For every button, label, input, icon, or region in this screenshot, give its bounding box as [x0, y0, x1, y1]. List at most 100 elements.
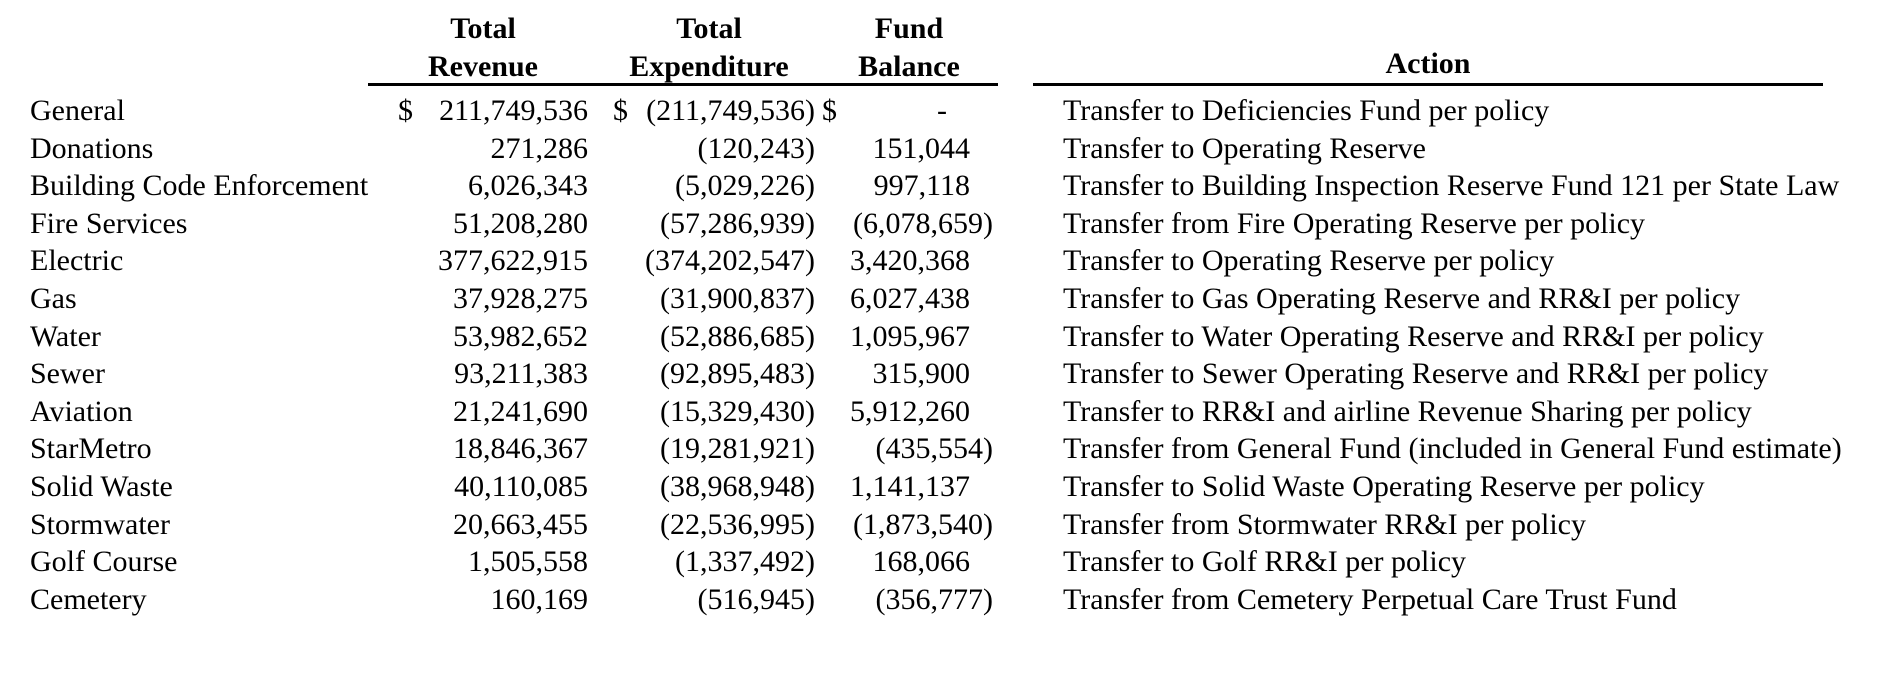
revenue-value: 6,026,343 [468, 169, 588, 203]
expenditure-value: (52,886,685) [660, 319, 815, 353]
balance-value: 6,027,438 [850, 281, 970, 315]
currency-symbol: $ [398, 94, 413, 127]
col-header-line: Revenue [428, 50, 538, 83]
fund-name-cell: Stormwater [30, 507, 170, 541]
balance-value: 168,066 [872, 545, 971, 579]
balance-value: 5,912,260 [850, 394, 970, 428]
col-header-line: Total [676, 12, 742, 45]
action-cell: Transfer from General Fund (included in … [1063, 432, 1842, 466]
fund-balance-cell: (356,777) [820, 581, 998, 619]
fund-name-cell: Building Code Enforcement [30, 169, 369, 203]
column-gap [998, 167, 1033, 205]
fund-name-cell: Electric [30, 244, 124, 278]
numeric-columns-header-group: Total Revenue Total Expenditure Fund Bal… [368, 10, 998, 86]
total-revenue-cell: 37,928,275 [368, 280, 598, 318]
table-row: Water 53,982,652 (52,886,685) 1,095,967 … [30, 318, 1891, 356]
total-expenditure-cell: (38,968,948) [598, 468, 820, 506]
column-gap [998, 242, 1033, 280]
total-expenditure-cell: (22,536,995) [598, 506, 820, 544]
table-row: Donations 271,286 (120,243) 151,044 Tran… [30, 130, 1891, 168]
col-header-line: Total [450, 12, 516, 45]
table-row: Gas 37,928,275 (31,900,837) 6,027,438 Tr… [30, 280, 1891, 318]
col-header-total-expenditure: Total Expenditure [598, 10, 820, 83]
total-revenue-cell: 93,211,383 [368, 355, 598, 393]
fund-balance-cell: (6,078,659) [820, 205, 998, 243]
column-gap [998, 355, 1033, 393]
currency-symbol: $ [822, 94, 837, 127]
fund-balance-cell: 3,420,368 [820, 242, 998, 280]
total-expenditure-cell: (5,029,226) [598, 167, 820, 205]
col-header-line: Expenditure [629, 50, 789, 83]
total-expenditure-cell: $ (211,749,536) [598, 92, 820, 130]
table-header: Total Revenue Total Expenditure Fund Bal… [30, 0, 1891, 86]
balance-value: - [937, 94, 947, 127]
table-row: Golf Course 1,505,558 (1,337,492) 168,06… [30, 543, 1891, 581]
column-gap [998, 506, 1033, 544]
table-row: StarMetro 18,846,367 (19,281,921) (435,5… [30, 430, 1891, 468]
fund-name-cell: Sewer [30, 357, 105, 391]
fund-name-cell: Water [30, 319, 101, 353]
expenditure-value: (19,281,921) [660, 432, 815, 466]
action-cell: Transfer to Solid Waste Operating Reserv… [1063, 469, 1705, 503]
balance-value: 1,095,967 [850, 319, 970, 353]
fund-balance-cell: 168,066 [820, 543, 998, 581]
table-row: Building Code Enforcement 6,026,343 (5,0… [30, 167, 1891, 205]
col-header-line: Fund [874, 12, 944, 45]
action-cell: Transfer from Stormwater RR&I per policy [1063, 507, 1586, 541]
fund-balance-cell: 5,912,260 [820, 393, 998, 431]
fund-name-cell: Aviation [30, 394, 133, 428]
balance-value: (435,554) [875, 432, 993, 466]
total-expenditure-cell: (1,337,492) [598, 543, 820, 581]
table-row: General $211,749,536 $ (211,749,536) $ - T… [30, 92, 1891, 130]
expenditure-value: (374,202,547) [645, 244, 815, 278]
expenditure-value: (1,337,492) [675, 545, 815, 579]
action-cell: Transfer from Cemetery Perpetual Care Tr… [1063, 582, 1677, 616]
column-gap [998, 430, 1033, 468]
table-row: Stormwater 20,663,455 (22,536,995) (1,87… [30, 506, 1891, 544]
balance-value: 315,900 [872, 357, 971, 391]
total-revenue-cell: 1,505,558 [368, 543, 598, 581]
fund-balance-cell: 6,027,438 [820, 280, 998, 318]
fund-balance-cell: 151,044 [820, 130, 998, 168]
table-row: Electric 377,622,915 (374,202,547) 3,420… [30, 242, 1891, 280]
total-revenue-cell: 53,982,652 [368, 318, 598, 356]
table-row: Cemetery 160,169 (516,945) (356,777) Tra… [30, 581, 1891, 619]
total-expenditure-cell: (57,286,939) [598, 205, 820, 243]
fund-balance-cell: 315,900 [820, 355, 998, 393]
expenditure-value: (31,900,837) [660, 281, 815, 315]
revenue-value: 160,169 [490, 582, 589, 616]
column-gap [998, 318, 1033, 356]
expenditure-value: (5,029,226) [675, 169, 815, 203]
action-cell: Transfer to Water Operating Reserve and … [1063, 319, 1764, 353]
total-expenditure-cell: (516,945) [598, 581, 820, 619]
fund-name-header-spacer [30, 10, 368, 86]
table-row: Fire Services 51,208,280 (57,286,939) (6… [30, 205, 1891, 243]
col-header-action: Action [1033, 10, 1823, 86]
column-gap [998, 10, 1033, 86]
balance-value: 151,044 [872, 131, 971, 165]
action-cell: Transfer to Operating Reserve per policy [1063, 244, 1555, 278]
balance-value: (356,777) [875, 582, 993, 616]
action-cell: Transfer to Deficiencies Fund per policy [1063, 94, 1550, 127]
balance-value: 997,118 [873, 169, 970, 203]
col-header-line: Balance [858, 50, 960, 83]
expenditure-value: (516,945) [697, 582, 815, 616]
revenue-value: 1,505,558 [468, 545, 588, 579]
revenue-value: 211,749,536 [439, 94, 588, 127]
fund-name-cell: Golf Course [30, 545, 178, 579]
column-gap [998, 92, 1033, 130]
column-gap [998, 393, 1033, 431]
fund-balance-cell: 997,118 [820, 167, 998, 205]
col-header-total-revenue: Total Revenue [368, 10, 598, 83]
balance-value: (1,873,540) [853, 507, 993, 541]
action-cell: Transfer to Golf RR&I per policy [1063, 545, 1467, 579]
balance-value: 1,141,137 [850, 469, 970, 503]
total-expenditure-cell: (31,900,837) [598, 280, 820, 318]
action-cell: Transfer to RR&I and airline Revenue Sha… [1063, 394, 1752, 428]
action-cell: Transfer from Fire Operating Reserve per… [1063, 206, 1646, 240]
total-revenue-cell: 18,846,367 [368, 430, 598, 468]
col-header-line: Action [1385, 47, 1471, 80]
total-expenditure-cell: (19,281,921) [598, 430, 820, 468]
revenue-value: 271,286 [490, 131, 589, 165]
fund-balance-cell: $ - [820, 92, 998, 130]
